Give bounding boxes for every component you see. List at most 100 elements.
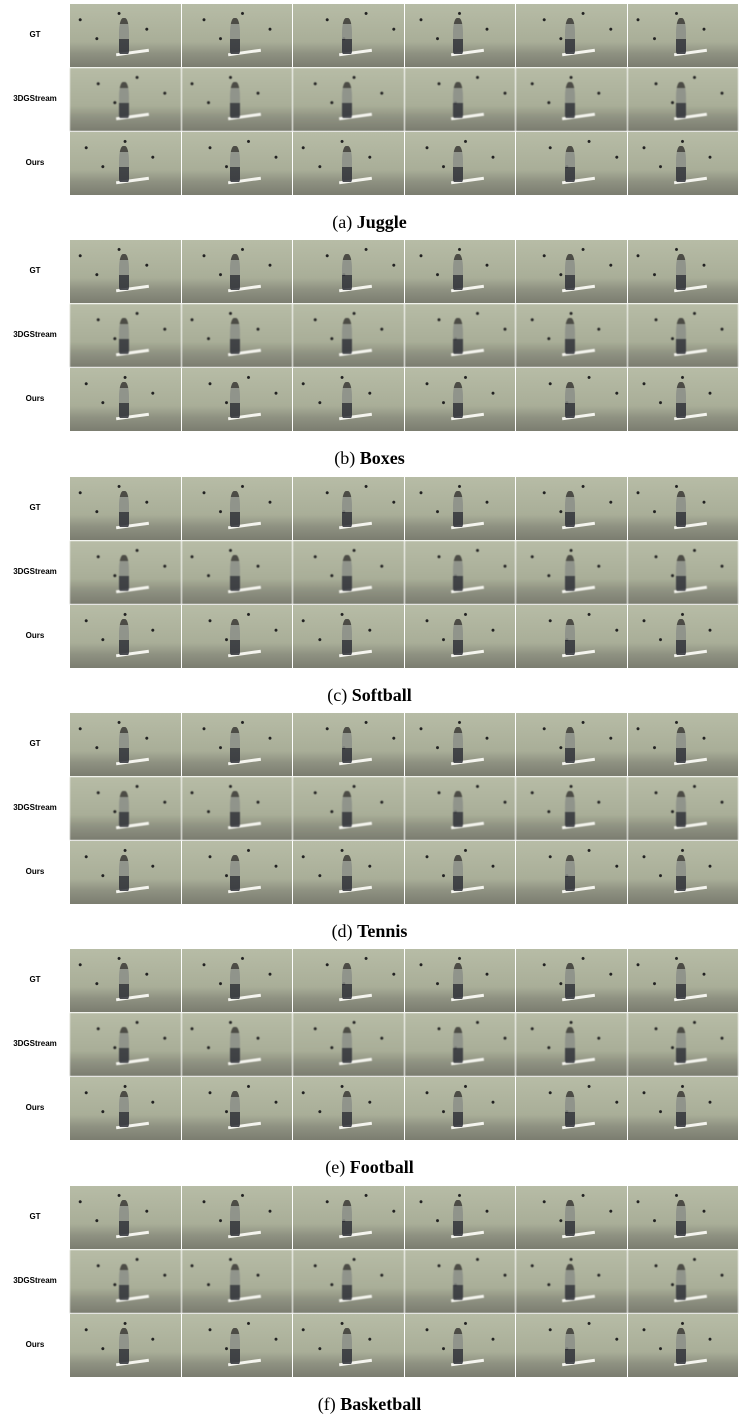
caption: (f) Basketball xyxy=(0,1394,739,1415)
row-label: 3DGStream xyxy=(0,94,70,103)
frame-image xyxy=(293,368,404,431)
frame-image xyxy=(182,777,293,840)
frame-image xyxy=(293,304,404,367)
row-label: GT xyxy=(0,503,70,512)
frame-image xyxy=(182,240,293,303)
frame-image xyxy=(70,477,181,540)
frame-image xyxy=(628,477,739,540)
frame-image xyxy=(70,304,181,367)
row-label: Ours xyxy=(0,1340,70,1349)
caption-label: (d) xyxy=(332,921,353,941)
frame-image xyxy=(293,1314,404,1377)
row-label: 3DGStream xyxy=(0,1039,70,1048)
caption-name: Tennis xyxy=(357,921,407,941)
frame-image xyxy=(628,1250,739,1313)
frame-image xyxy=(182,1013,293,1076)
frame-image xyxy=(628,4,739,67)
row-label: Ours xyxy=(0,1103,70,1112)
frame-image xyxy=(182,368,293,431)
frame-image xyxy=(628,68,739,131)
frame-image xyxy=(628,1186,739,1249)
row-label: GT xyxy=(0,975,70,984)
frame-image xyxy=(70,4,181,67)
frame-image xyxy=(628,1077,739,1140)
frame-image xyxy=(405,841,516,904)
frame-image xyxy=(405,68,516,131)
frame-image xyxy=(70,777,181,840)
frame-image xyxy=(516,1314,627,1377)
frame-image xyxy=(70,841,181,904)
frame-image xyxy=(516,1013,627,1076)
frame-image xyxy=(516,368,627,431)
frame-image xyxy=(405,1077,516,1140)
row-label: 3DGStream xyxy=(0,1276,70,1285)
frame-image xyxy=(628,841,739,904)
frame-image xyxy=(70,368,181,431)
caption: (e) Football xyxy=(0,1157,739,1178)
frame-image xyxy=(516,1186,627,1249)
frame-image xyxy=(516,132,627,195)
frame-image xyxy=(628,777,739,840)
frame-image xyxy=(70,240,181,303)
caption-label: (a) xyxy=(332,212,352,232)
caption-name: Basketball xyxy=(340,1394,421,1414)
frame-image xyxy=(516,304,627,367)
caption-name: Softball xyxy=(352,685,412,705)
caption-name: Juggle xyxy=(357,212,407,232)
figure: GT 3DGStream Ours (a) Juggle GT 3DGStream Ours… xyxy=(0,0,739,1428)
row-label: Ours xyxy=(0,394,70,403)
frame-image xyxy=(293,132,404,195)
frame-image xyxy=(516,713,627,776)
frame-image xyxy=(628,368,739,431)
frame-image xyxy=(182,605,293,668)
frame-image xyxy=(293,1013,404,1076)
frame-image xyxy=(293,1077,404,1140)
frame-image xyxy=(70,541,181,604)
frame-image xyxy=(405,1013,516,1076)
frame-image xyxy=(516,1250,627,1313)
row-label: 3DGStream xyxy=(0,330,70,339)
frame-image xyxy=(516,240,627,303)
frame-image xyxy=(70,1077,181,1140)
frame-image xyxy=(628,304,739,367)
frame-image xyxy=(182,68,293,131)
frame-image xyxy=(405,4,516,67)
frame-image xyxy=(182,1250,293,1313)
frame-image xyxy=(405,1250,516,1313)
frame-image xyxy=(405,132,516,195)
frame-image xyxy=(182,541,293,604)
frame-image xyxy=(405,304,516,367)
frame-image xyxy=(70,1250,181,1313)
caption-label: (f) xyxy=(318,1394,336,1414)
frame-image xyxy=(293,605,404,668)
caption-label: (c) xyxy=(327,685,347,705)
frame-image xyxy=(405,713,516,776)
frame-image xyxy=(405,949,516,1012)
frame-image xyxy=(182,949,293,1012)
row-label: GT xyxy=(0,1212,70,1221)
frame-image xyxy=(516,605,627,668)
caption: (c) Softball xyxy=(0,685,739,706)
frame-image xyxy=(516,1077,627,1140)
row-label: 3DGStream xyxy=(0,567,70,576)
frame-image xyxy=(293,240,404,303)
frame-image xyxy=(70,949,181,1012)
frame-image xyxy=(182,477,293,540)
caption: (d) Tennis xyxy=(0,921,739,942)
frame-image xyxy=(182,713,293,776)
frame-image xyxy=(182,1314,293,1377)
caption-name: Boxes xyxy=(360,448,405,468)
frame-image xyxy=(628,949,739,1012)
frame-image xyxy=(293,949,404,1012)
row-label: GT xyxy=(0,266,70,275)
caption-label: (b) xyxy=(334,448,355,468)
frame-image xyxy=(628,541,739,604)
frame-image xyxy=(182,1077,293,1140)
row-label: GT xyxy=(0,30,70,39)
frame-image xyxy=(516,841,627,904)
frame-image xyxy=(405,240,516,303)
frame-image xyxy=(628,1013,739,1076)
frame-image xyxy=(293,68,404,131)
frame-image xyxy=(293,541,404,604)
frame-image xyxy=(182,132,293,195)
